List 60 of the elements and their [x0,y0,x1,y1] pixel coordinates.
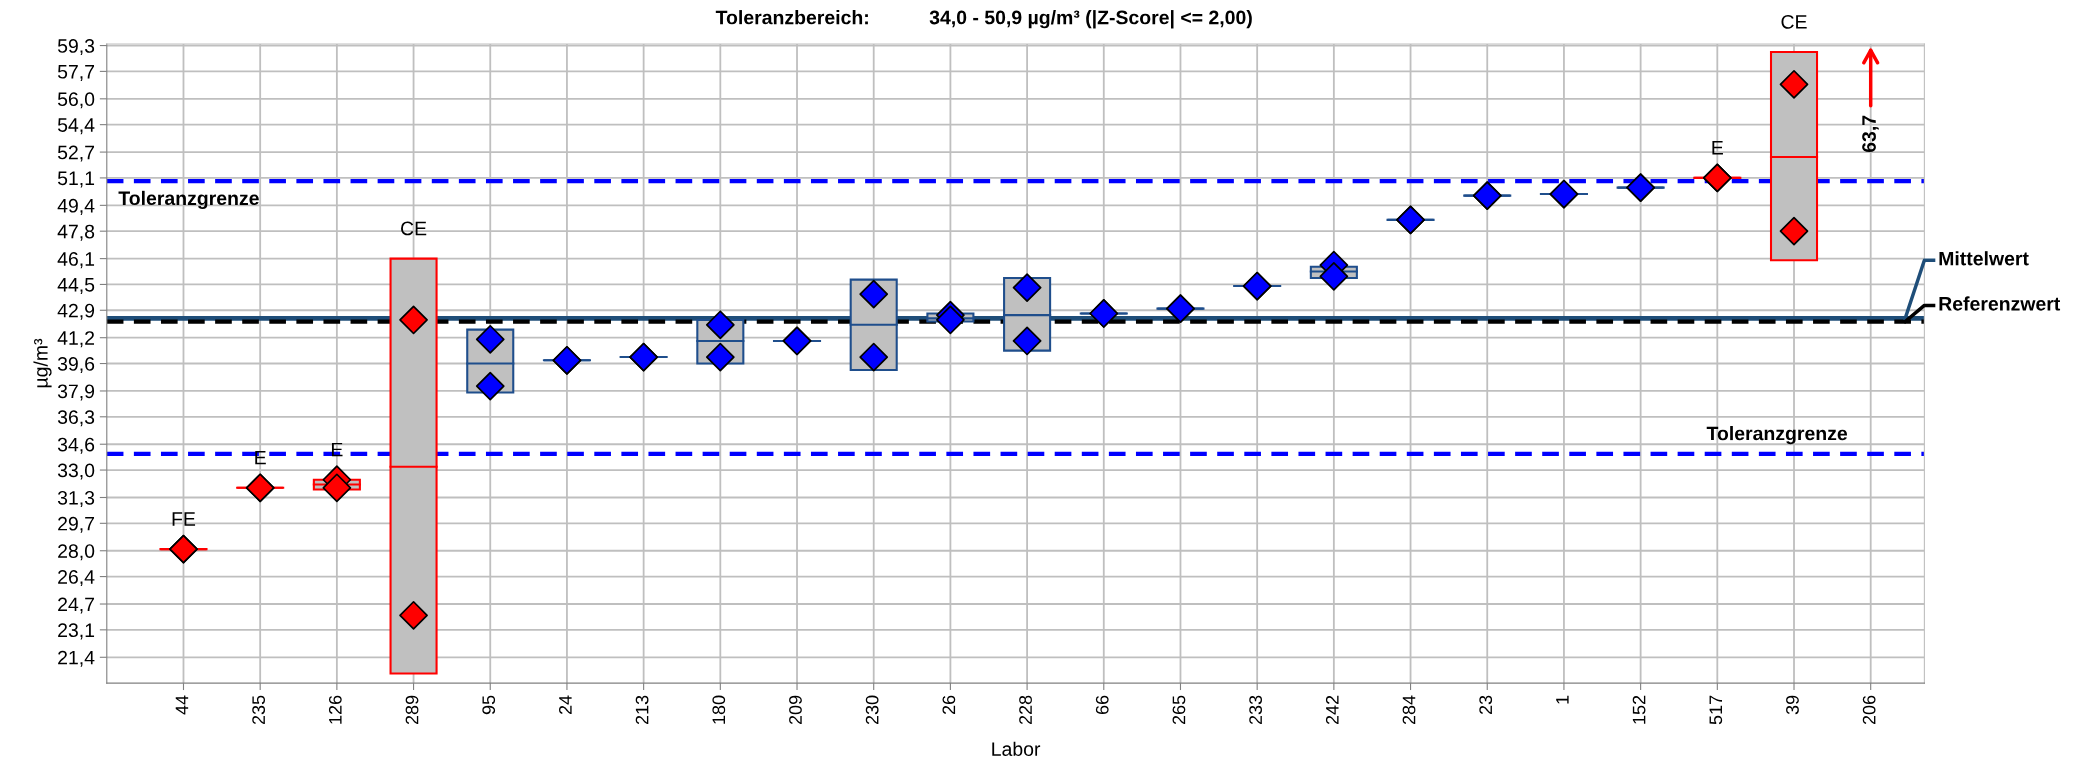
y-tick-label: 36,3 [57,410,95,427]
y-tick-label: 52,7 [57,145,95,162]
y-tick-label: 39,6 [57,356,95,374]
annotation: CE [401,221,427,236]
chart-title: Toleranzbereich: 34,0 - 50,9 µg/m³ (|Z-Score| <= 2,00) [715,10,1252,29]
x-axis-title: Labor [992,741,1041,756]
x-tick-label: 126 [328,695,342,724]
x-tick-label: 26 [942,695,956,715]
x-tick-label: 228 [1019,695,1032,725]
x-tick-label: 152 [1632,695,1646,724]
x-tick-label: 95 [482,695,496,715]
x-tick-label: 213 [635,695,649,725]
x-tick-label: 1 [1556,695,1569,704]
x-tick-label: 233 [1249,695,1263,725]
y-tick-label: 49,4 [57,198,95,215]
y-tick-label: 51,1 [57,171,95,188]
y-tick-label: 34,6 [57,437,95,454]
y-tick-label: 28,0 [58,544,95,561]
y-tick-label: 47,8 [57,224,95,241]
y-tick-label: 46,1 [57,252,95,269]
y-tick-label: 59,3 [57,39,95,56]
y-tick-label: 56,0 [57,92,95,109]
y-tick-label: 37,9 [57,384,95,401]
x-tick-label: 265 [1172,695,1186,725]
x-tick-label: 517 [1709,695,1723,725]
annotation: E [1712,141,1723,155]
y-tick-label: 21,4 [58,650,95,667]
annotation: CE [1781,14,1807,29]
y-tick-label: 54,4 [57,118,95,135]
y-tick-label: 41,2 [57,331,95,348]
x-tick-label: 242 [1325,695,1339,725]
annotation: FE [172,512,196,526]
x-tick-label: 230 [865,695,879,725]
y-tick-label: 44,5 [57,278,95,294]
legend-label: Referenzwert [1939,296,2061,311]
x-tick-label: 24 [559,695,572,715]
x-tick-label: 180 [712,695,726,724]
x-tick-label: 209 [789,695,802,725]
ref-line-label: Toleranzgrenze [118,190,259,210]
y-tick-label: 29,7 [58,516,95,533]
annotation: 63,7 [1862,115,1879,153]
y-tick-label: 26,4 [58,570,95,587]
x-tick-label: 39 [1786,695,1799,715]
ref-line-label: Mittelwert [1939,251,2029,266]
y-tick-label: 24,7 [58,597,95,614]
x-tick-label: 23 [1479,695,1493,715]
y-tick-label: 33,0 [57,463,95,480]
x-tick-label: 284 [1402,695,1416,725]
ref-line-label: Toleranzgrenze [1706,426,1848,445]
y-tick-label: 42,9 [57,303,95,320]
y-axis-title: µg/m³ [33,338,52,388]
x-tick-label: 44 [175,695,189,715]
y-tick-label: 23,1 [58,623,95,640]
x-tick-label: 289 [405,695,419,725]
x-tick-label: 66 [1095,695,1109,715]
annotation: E [255,450,266,465]
x-tick-label: 206 [1862,695,1876,725]
x-tick-label: 235 [252,695,266,725]
y-tick-label: 31,3 [57,490,95,508]
y-tick-label: 57,7 [57,65,95,81]
